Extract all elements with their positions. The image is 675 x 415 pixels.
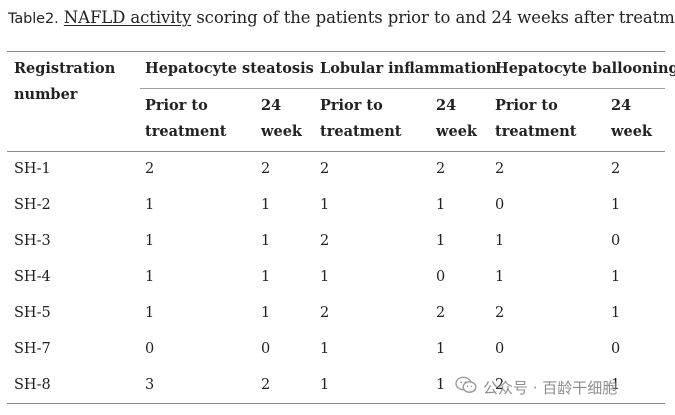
row-5-ballooning-24week: 1	[611, 305, 621, 321]
subheader-prior-inflammation: Prior to treatment	[320, 93, 401, 145]
row-2-ballooning-24week: 1	[611, 197, 621, 213]
subheader-week-line1: 24	[436, 97, 457, 114]
subheader-week-line1: 24	[611, 97, 632, 114]
row-5-ballooning-prior: 2	[495, 305, 505, 321]
row-1-inflammation-24week: 2	[436, 161, 446, 177]
row-3-ballooning-prior: 1	[495, 233, 505, 249]
subheader-week-line2: week	[261, 123, 302, 140]
row-2-steatosis-24week: 1	[261, 197, 271, 213]
row-6-ballooning-prior: 0	[495, 341, 505, 357]
header-registration-line1: Registration	[14, 60, 116, 77]
row-1-id: SH-1	[14, 161, 51, 177]
header-registration: Registration number	[14, 56, 115, 108]
row-7-inflammation-prior: 1	[320, 377, 330, 393]
subheader-24week-steatosis: 24 week	[261, 93, 302, 145]
header-registration-line2: number	[14, 86, 78, 103]
header-hepatocyte-steatosis: Hepatocyte steatosis	[145, 60, 314, 77]
row-2-ballooning-prior: 0	[495, 197, 505, 213]
row-5-id: SH-5	[14, 305, 51, 321]
row-7-inflammation-24week: 1	[436, 377, 446, 393]
row-3-steatosis-24week: 1	[261, 233, 271, 249]
row-5-inflammation-24week: 2	[436, 305, 446, 321]
row-6-id: SH-7	[14, 341, 51, 357]
subheader-prior-line2: treatment	[495, 123, 577, 140]
subheader-week-line2: week	[436, 123, 477, 140]
row-3-inflammation-24week: 1	[436, 233, 446, 249]
subheader-24week-ballooning: 24 week	[611, 93, 652, 145]
row-1-ballooning-24week: 2	[611, 161, 621, 177]
table-caption: Table2. NAFLD activity scoring of the pa…	[8, 8, 675, 27]
row-2-inflammation-24week: 1	[436, 197, 446, 213]
subheader-prior-ballooning: Prior to treatment	[495, 93, 576, 145]
row-3-steatosis-prior: 1	[145, 233, 155, 249]
row-7-steatosis-24week: 2	[261, 377, 271, 393]
row-2-id: SH-2	[14, 197, 51, 213]
row-1-inflammation-prior: 2	[320, 161, 330, 177]
subheader-week-line2: week	[611, 123, 652, 140]
row-6-ballooning-24week: 0	[611, 341, 621, 357]
subheader-prior-line1: Prior to	[495, 97, 558, 114]
watermark: 公众号 · 百龄干细胞	[455, 375, 617, 399]
table-label: Table2.	[8, 11, 59, 27]
row-3-id: SH-3	[14, 233, 51, 249]
row-7-ballooning-24week: 1	[611, 377, 621, 393]
row-6-inflammation-24week: 1	[436, 341, 446, 357]
row-1-steatosis-24week: 2	[261, 161, 271, 177]
subheader-prior-steatosis: Prior to treatment	[145, 93, 226, 145]
row-4-steatosis-24week: 1	[261, 269, 271, 285]
header-group-rule	[140, 88, 665, 89]
row-4-inflammation-24week: 0	[436, 269, 446, 285]
subheader-prior-line2: treatment	[320, 123, 402, 140]
row-7-steatosis-prior: 3	[145, 377, 155, 393]
row-3-inflammation-prior: 2	[320, 233, 330, 249]
row-7-id: SH-8	[14, 377, 51, 393]
row-3-ballooning-24week: 0	[611, 233, 621, 249]
row-5-steatosis-24week: 1	[261, 305, 271, 321]
subheader-prior-line1: Prior to	[145, 97, 208, 114]
row-4-steatosis-prior: 1	[145, 269, 155, 285]
row-4-ballooning-prior: 1	[495, 269, 505, 285]
header-lobular-inflammation: Lobular inflammation	[320, 60, 497, 77]
watermark-text: 公众号 · 百龄干细胞	[483, 378, 618, 397]
row-7-ballooning-prior: 2	[495, 377, 505, 393]
subheader-24week-inflammation: 24 week	[436, 93, 477, 145]
row-2-inflammation-prior: 1	[320, 197, 330, 213]
wechat-icon	[455, 376, 483, 398]
row-6-inflammation-prior: 1	[320, 341, 330, 357]
header-bottom-rule	[7, 151, 665, 152]
caption-text: scoring of the patients prior to and 24 …	[191, 8, 675, 27]
subheader-week-line1: 24	[261, 97, 282, 114]
row-1-steatosis-prior: 2	[145, 161, 155, 177]
table-top-rule	[7, 51, 665, 52]
row-4-ballooning-24week: 1	[611, 269, 621, 285]
row-5-inflammation-prior: 2	[320, 305, 330, 321]
row-5-steatosis-prior: 1	[145, 305, 155, 321]
row-2-steatosis-prior: 1	[145, 197, 155, 213]
table-bottom-rule	[7, 403, 665, 404]
subheader-prior-line1: Prior to	[320, 97, 383, 114]
nafld-activity-link[interactable]: NAFLD activity	[63, 8, 192, 27]
row-6-steatosis-prior: 0	[145, 341, 155, 357]
row-6-steatosis-24week: 0	[261, 341, 271, 357]
row-1-ballooning-prior: 2	[495, 161, 505, 177]
row-4-id: SH-4	[14, 269, 51, 285]
subheader-prior-line2: treatment	[145, 123, 227, 140]
header-hepatocyte-ballooning: Hepatocyte ballooning	[495, 60, 675, 77]
row-4-inflammation-prior: 1	[320, 269, 330, 285]
